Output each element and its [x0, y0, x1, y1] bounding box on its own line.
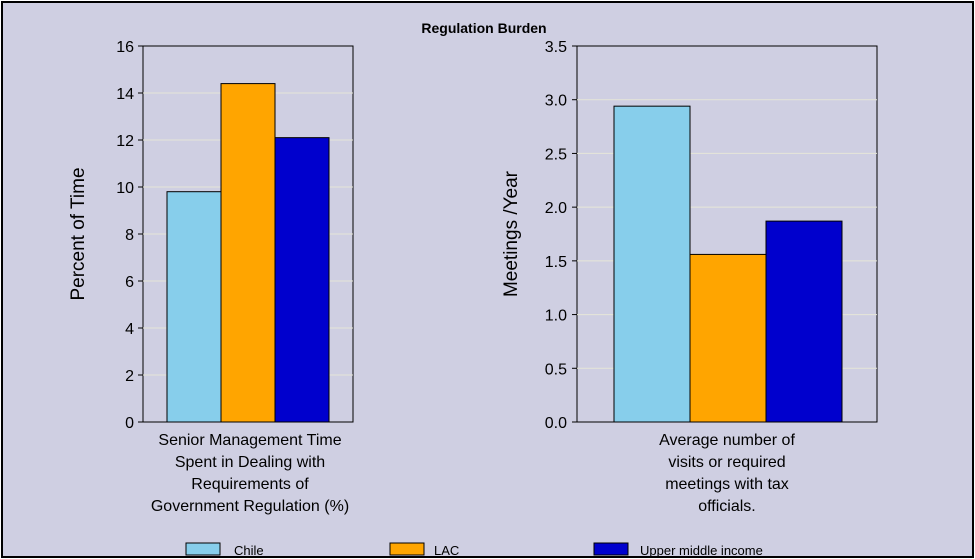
- bar-upper-middle-income: [274, 137, 330, 423]
- y-axis-label: Percent of Time: [68, 167, 89, 300]
- y-tick-label: 2: [125, 368, 134, 385]
- x-axis-label-line: visits or required: [668, 454, 785, 471]
- y-tick-label: 0.0: [545, 415, 567, 432]
- y-tick-label: 6: [125, 274, 134, 291]
- bar-chile: [613, 105, 691, 423]
- bar-chile: [166, 191, 222, 423]
- bar-lac: [220, 83, 276, 423]
- y-tick-label: 4: [125, 321, 134, 338]
- y-tick-label: 3.0: [545, 93, 567, 110]
- legend-swatch: [389, 542, 425, 556]
- legend-label: LAC: [434, 543, 459, 558]
- legend-label: Chile: [234, 543, 264, 558]
- plot-2: 0.0 0.5 1.0 1.5 2.0 2.5 3.0 3.5 Meetings /Year Av…: [501, 39, 878, 515]
- x-axis-label-line: Government Regulation (%): [151, 498, 349, 515]
- y-tick-label: 14: [116, 86, 134, 103]
- y-tick-label: 2.0: [545, 200, 567, 217]
- y-tick-label: 12: [116, 133, 134, 150]
- legend: Chile LAC Upper middle income: [185, 542, 763, 558]
- y-axis-label: Meetings /Year: [501, 170, 522, 297]
- y-tick-label: 3.5: [545, 39, 567, 56]
- x-axis-label-line: meetings with tax: [665, 476, 789, 493]
- y-tick-label: 0.5: [545, 361, 567, 378]
- y-tick-label: 10: [116, 180, 134, 197]
- plot-1: 0 2 4 6 8 10 12 14 16 Percent of Time Senior Manag…: [68, 39, 354, 515]
- x-axis-label-line: Senior Management Time: [158, 432, 341, 449]
- legend-label: Upper middle income: [640, 543, 763, 558]
- bar-lac: [689, 253, 767, 423]
- y-tick-label: 8: [125, 227, 134, 244]
- chart-title: Regulation Burden: [421, 20, 546, 36]
- y-tick-label: 2.5: [545, 146, 567, 163]
- y-tick-label: 16: [116, 39, 134, 56]
- x-axis-label-line: officials.: [698, 498, 756, 515]
- x-axis-label-line: Spent in Dealing with: [175, 454, 325, 471]
- plots-layer: 0 2 4 6 8 10 12 14 16 Percent of Time Senior Manag…: [68, 39, 878, 515]
- x-axis-label-line: Requirements of: [191, 476, 309, 493]
- y-tick-label: 1.5: [545, 254, 567, 271]
- y-tick-label: 1.0: [545, 308, 567, 325]
- legend-swatch: [185, 542, 221, 556]
- bar-upper-middle-income: [765, 220, 843, 423]
- y-tick-label: 0: [125, 415, 134, 432]
- x-axis-label-line: Average number of: [659, 432, 795, 449]
- legend-swatch: [593, 542, 629, 556]
